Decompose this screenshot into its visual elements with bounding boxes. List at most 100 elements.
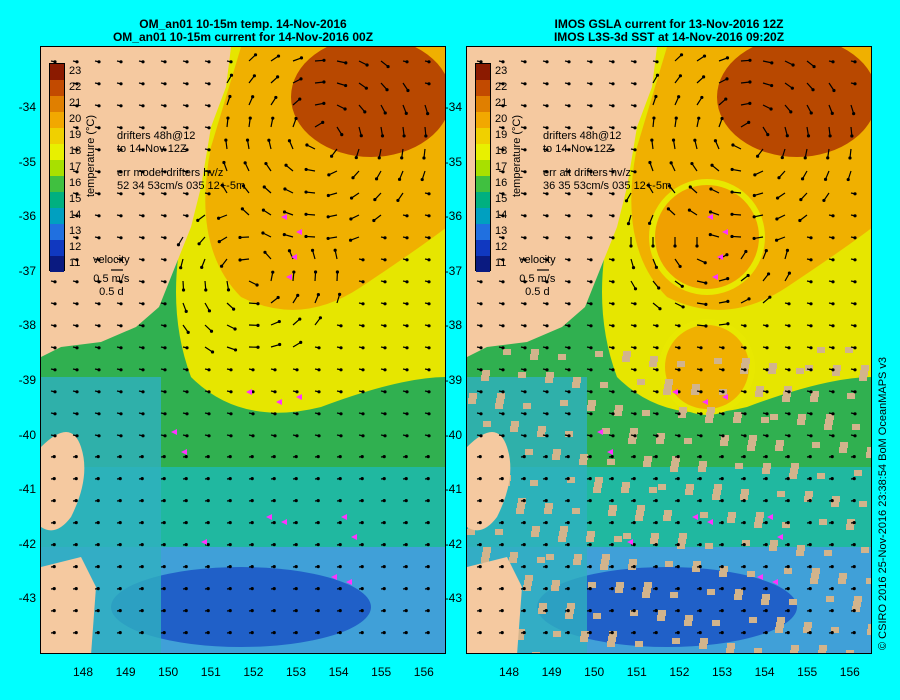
cloud-mask-pixel [553, 631, 561, 637]
current-arrow-head [589, 258, 593, 262]
current-arrow-head [853, 412, 857, 416]
current-arrow-head [633, 302, 637, 306]
current-arrow-head [228, 477, 232, 481]
current-arrow-head [730, 212, 734, 216]
current-arrow-head [313, 270, 318, 274]
current-arrow-head [709, 187, 713, 191]
current-arrow-head [589, 280, 593, 284]
current-arrow-head [97, 302, 101, 306]
current-arrow-head [655, 390, 659, 394]
current-arrow-head [478, 587, 482, 591]
current-arrow-head [163, 82, 167, 86]
current-arrow-head [162, 521, 166, 525]
current-arrow-head [304, 167, 308, 172]
current-arrow-head [545, 302, 549, 306]
latitude-tick-label: -43 [18, 591, 36, 606]
colorbar-tick-label: 13 [69, 225, 82, 237]
cloud-mask-pixel [859, 501, 867, 507]
current-arrow-head [742, 521, 746, 525]
current-arrow-head [96, 609, 100, 613]
right-title-line2: IMOS L3S-3d SST at 14-Nov-2016 09:20Z [553, 30, 785, 44]
current-arrow-head [365, 63, 369, 67]
current-arrow-head [611, 412, 615, 416]
current-arrow-head [206, 499, 210, 503]
current-arrow-head [316, 477, 320, 481]
current-arrow-head [566, 499, 570, 503]
current-arrow-head [140, 587, 144, 591]
cloud-mask-pixel [607, 641, 615, 647]
current-arrow-head [383, 258, 387, 262]
left-title-line2: OM_an01 10-15m current for 14-Nov-2016 0… [112, 30, 374, 44]
current-arrow-head [522, 543, 526, 547]
cloud-mask-pixel [539, 603, 547, 609]
current-arrow-head [97, 346, 101, 350]
current-arrow-head [250, 477, 254, 481]
cloud-mask-pixel [607, 459, 615, 465]
drifter-track [607, 449, 613, 455]
current-arrow-head [589, 324, 593, 328]
current-arrow-head [316, 565, 320, 569]
current-arrow-head [273, 368, 277, 372]
current-arrow-head [610, 565, 614, 569]
current-arrow-head [184, 543, 188, 547]
current-arrow-head [657, 286, 661, 290]
current-arrow-head [589, 302, 593, 306]
current-arrow-head [74, 455, 78, 459]
current-arrow-head [765, 412, 769, 416]
current-arrow-head [294, 543, 298, 547]
current-arrow-head [830, 565, 834, 569]
current-arrow-head [501, 346, 505, 350]
current-arrow-head [808, 543, 812, 547]
current-arrow-head [427, 324, 431, 328]
current-arrow-head [710, 163, 714, 167]
current-arrow-head [97, 214, 101, 218]
latitude-tick-label: -40 [18, 427, 36, 442]
current-arrow-head [162, 587, 166, 591]
cloud-mask-pixel [784, 386, 792, 392]
colorbar-swatch [476, 128, 490, 144]
cloud-mask-pixel [651, 533, 659, 539]
current-arrow-head [545, 390, 549, 394]
current-arrow-head [97, 236, 101, 240]
cloud-mask-pixel [791, 463, 799, 469]
cloud-mask-pixel [700, 638, 708, 644]
current-arrow-head [822, 198, 826, 203]
current-arrow-head [720, 499, 724, 503]
current-arrow-head [764, 521, 768, 525]
current-arrow-head [97, 280, 101, 284]
current-arrow-head [424, 134, 428, 138]
current-arrow-head [652, 116, 656, 120]
current-arrow-head [632, 565, 636, 569]
current-arrow-head [184, 631, 188, 635]
current-arrow-head [140, 499, 144, 503]
cloud-mask-pixel [580, 454, 588, 460]
current-arrow-head [743, 412, 747, 416]
current-arrow-head [479, 324, 483, 328]
current-arrow-head [181, 288, 186, 292]
cloud-mask-pixel [657, 615, 665, 621]
current-arrow-head [349, 196, 354, 200]
current-arrow-head [261, 231, 265, 235]
cloud-mask-pixel [628, 438, 636, 444]
current-arrow-head [140, 609, 144, 613]
current-arrow-head [298, 97, 302, 101]
colorbar-tick-label: 18 [495, 145, 508, 157]
current-arrow-head [799, 197, 803, 202]
current-arrow-head [676, 565, 680, 569]
right-velocity-scale: 0.5 m/s [519, 273, 556, 285]
current-arrow-head [589, 412, 593, 416]
current-arrow-head [382, 543, 386, 547]
cloud-mask-pixel [615, 405, 623, 411]
current-arrow-head [610, 543, 614, 547]
cloud-mask-pixel [749, 435, 757, 441]
longitude-tick-label: 153 [711, 665, 733, 679]
current-arrow-head [853, 434, 857, 438]
cloud-mask-pixel [595, 477, 603, 483]
current-arrow-head [427, 302, 431, 306]
current-arrow-head [184, 521, 188, 525]
cloud-mask-pixel [670, 592, 678, 598]
current-arrow-head [589, 170, 593, 174]
cloud-mask-pixel [707, 589, 715, 595]
current-arrow-head [184, 587, 188, 591]
current-arrow-head [330, 154, 334, 158]
